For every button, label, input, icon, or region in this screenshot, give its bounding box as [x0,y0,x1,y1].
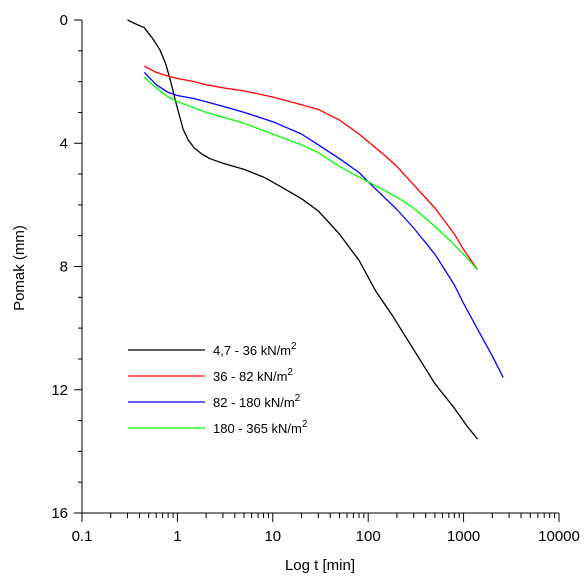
y-tick-label: 0 [60,12,68,29]
series-group [127,19,504,440]
x-tick-label: 1000 [447,528,480,545]
legend-label-3: 82 - 180 kN/m2 [213,393,301,410]
y-tick-label: 8 [60,259,68,276]
series-line-4 [143,76,478,271]
legend-label-2: 36 - 82 kN/m2 [213,367,293,384]
x-tick-label: 1 [173,528,181,545]
x-tick-label: 10 [264,528,281,545]
x-tick-label: 0.1 [72,528,93,545]
legend: 4,7 - 36 kN/m2 36 - 82 kN/m2 82 - 180 kN/m… [128,341,308,436]
legend-label-1: 4,7 - 36 kN/m2 [213,341,297,358]
x-ticks: 0.1 1 10 100 1000 10000 [72,513,580,545]
y-ticks: 0 4 8 12 16 [51,12,82,522]
y-tick-label: 12 [51,382,68,399]
series-line-1 [127,19,479,440]
x-tick-label: 10000 [538,528,580,545]
legend-label-4: 180 - 365 kN/m2 [213,419,308,436]
y-tick-label: 16 [51,505,68,522]
x-axis-title: Log t [min] [285,557,355,574]
x-tick-label: 100 [356,528,381,545]
y-axis-title: Pomak (mm) [11,225,28,311]
series-line-3 [143,71,504,378]
y-tick-label: 4 [60,135,68,152]
series-line-2 [143,65,479,270]
